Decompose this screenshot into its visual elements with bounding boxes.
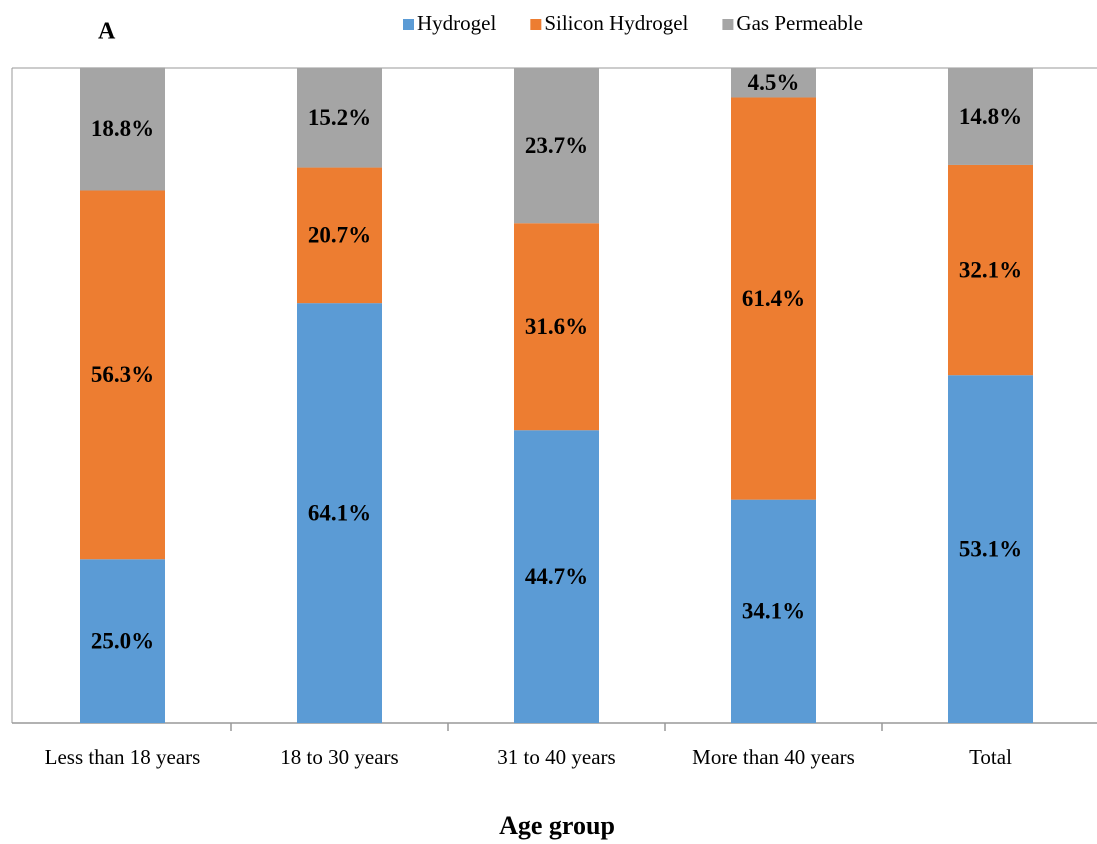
bar-segment bbox=[297, 167, 382, 304]
data-label: 34.1% bbox=[742, 599, 805, 624]
data-label: 56.3% bbox=[91, 362, 154, 387]
x-axis-label: Age group bbox=[499, 811, 615, 840]
legend-swatch bbox=[530, 19, 542, 30]
x-tick-label: 18 to 30 years bbox=[280, 745, 398, 769]
legend-label: Silicon Hydrogel bbox=[544, 11, 688, 35]
data-label: 25.0% bbox=[91, 628, 154, 653]
panel-label: A bbox=[98, 19, 116, 45]
x-tick-label: Total bbox=[969, 745, 1012, 769]
bar-segment bbox=[948, 68, 1033, 165]
bar-segment bbox=[731, 499, 816, 723]
bar-segment bbox=[948, 164, 1033, 376]
legend-label: Hydrogel bbox=[417, 11, 496, 35]
x-tick-label: More than 40 years bbox=[692, 745, 855, 769]
data-label: 23.7% bbox=[525, 133, 588, 158]
data-label: 64.1% bbox=[308, 500, 371, 525]
bar-segment bbox=[297, 303, 382, 723]
bar-segment bbox=[731, 68, 816, 98]
bar-segment bbox=[80, 67, 165, 191]
data-label: 18.8% bbox=[91, 116, 154, 141]
x-tick-label: 31 to 40 years bbox=[497, 745, 615, 769]
data-label: 53.1% bbox=[959, 536, 1022, 561]
bar-segment bbox=[514, 223, 599, 431]
legend-swatch bbox=[403, 19, 414, 30]
bar-segment bbox=[731, 97, 816, 500]
bar-segment bbox=[514, 68, 599, 224]
data-label: 20.7% bbox=[308, 223, 371, 248]
data-label: 15.2% bbox=[308, 105, 371, 130]
x-tick-label: Less than 18 years bbox=[45, 745, 201, 769]
legend-swatch bbox=[722, 19, 734, 30]
data-label: 4.5% bbox=[748, 70, 800, 95]
data-label: 32.1% bbox=[959, 257, 1022, 282]
data-label: 61.4% bbox=[742, 286, 805, 311]
bar-segment bbox=[80, 559, 165, 723]
data-label: 44.7% bbox=[525, 564, 588, 589]
bar-segment bbox=[80, 190, 165, 560]
data-label: 14.8% bbox=[959, 104, 1022, 129]
bar-segment bbox=[514, 430, 599, 723]
data-label: 31.6% bbox=[525, 314, 588, 339]
legend-label: Gas Permeable bbox=[736, 11, 863, 35]
bar-segment bbox=[297, 68, 382, 168]
bar-segment bbox=[948, 375, 1033, 723]
